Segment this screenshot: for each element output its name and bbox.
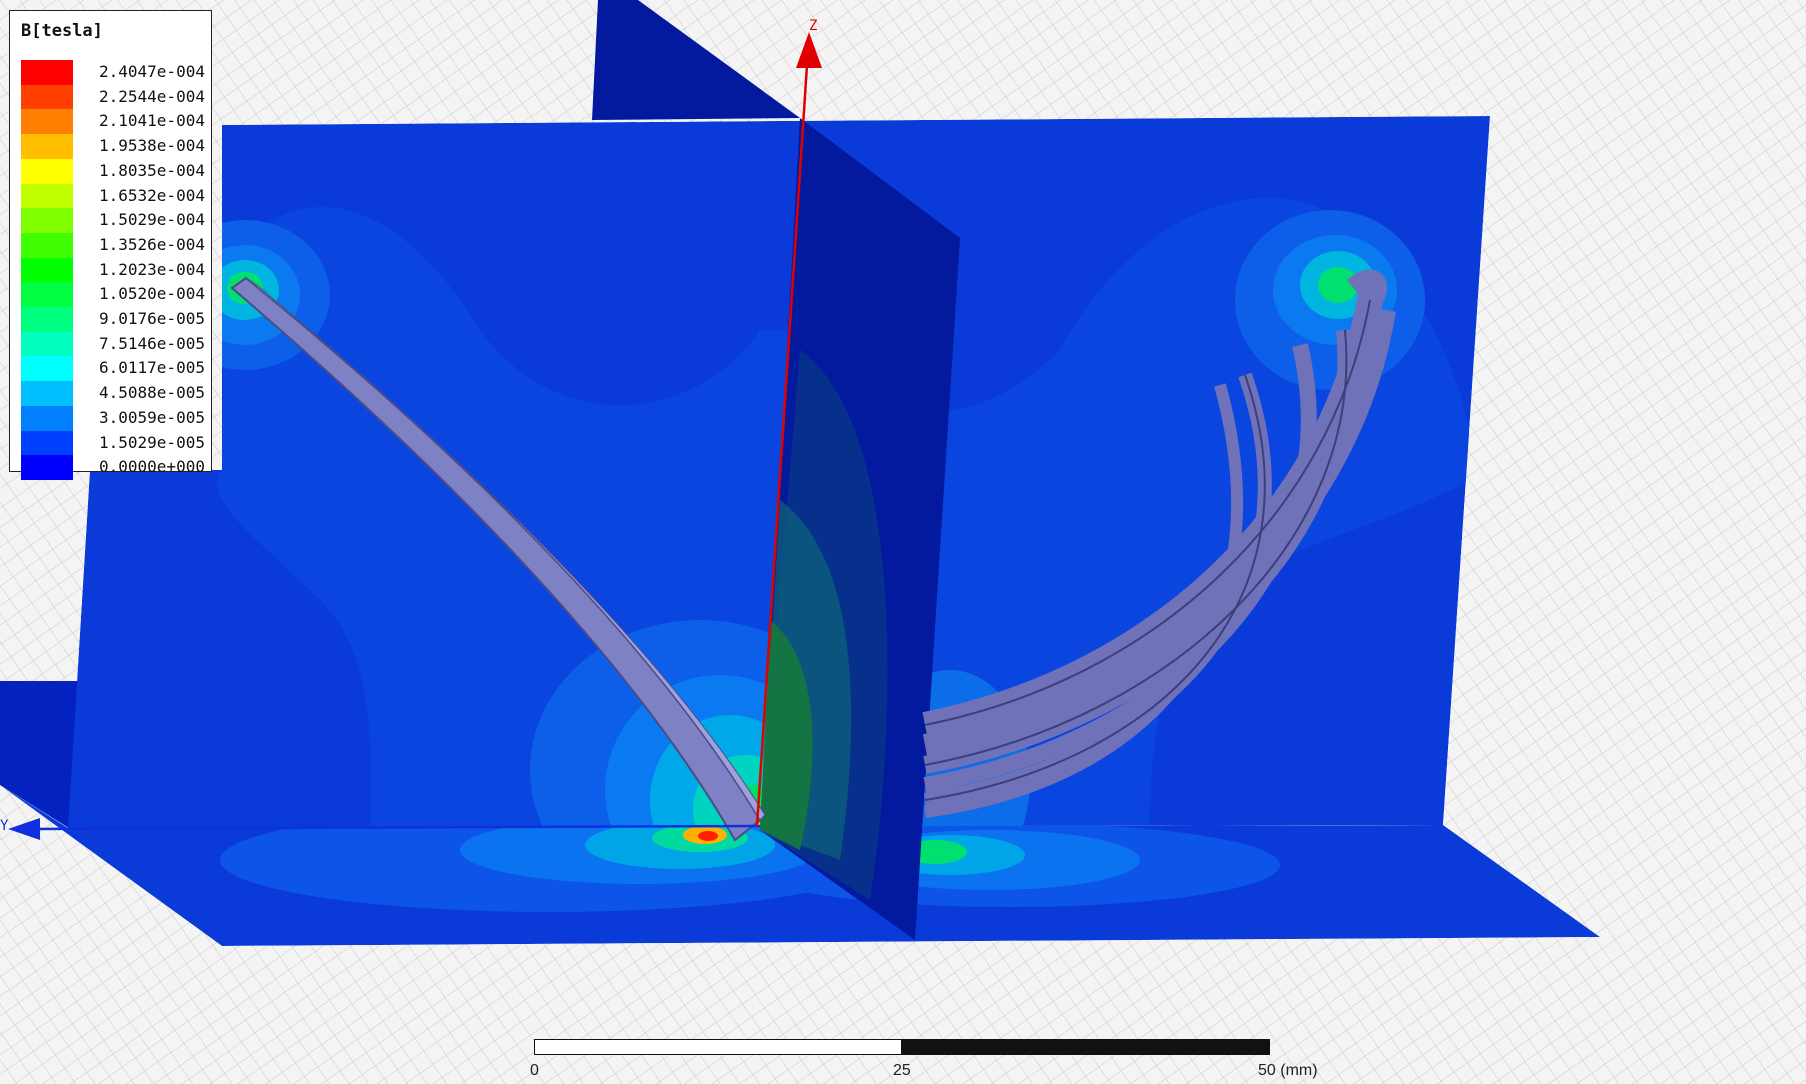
legend-value: 1.5029e-004 [99, 210, 205, 230]
legend-swatch [21, 158, 73, 184]
legend-entry: 1.2023e-004 [21, 257, 211, 283]
legend-entry: 7.5146e-005 [21, 331, 211, 357]
legend-title: B[tesla] [21, 21, 103, 41]
legend-value: 1.3526e-004 [99, 234, 205, 254]
legend-entry: 1.9538e-004 [21, 134, 211, 160]
scale-label-end: 50 (mm) [1258, 1062, 1318, 1079]
legend-value: 1.8035e-004 [99, 160, 205, 180]
field-legend[interactable]: B[tesla] 2.4047e-004 2.2544e-004 2.1041e-0… [9, 10, 212, 481]
z-axis-label: Z [809, 18, 817, 34]
legend-entry: 6.0117e-005 [21, 356, 211, 382]
legend-entry: 0.0000e+000 [21, 455, 211, 481]
legend-entry: 1.5029e-005 [21, 430, 211, 456]
legend-swatch [21, 208, 73, 234]
legend-value: 1.0520e-004 [99, 284, 205, 304]
z-axis-arrow [796, 32, 822, 68]
legend-swatch [21, 430, 73, 456]
legend-swatch [21, 381, 73, 407]
scale-bar-white-segment [534, 1039, 902, 1055]
legend-value: 1.2023e-004 [99, 259, 205, 279]
legend-entry: 4.5088e-005 [21, 381, 211, 407]
upper-plane [592, 0, 800, 120]
legend-swatch [21, 282, 73, 308]
legend-entry: 2.2544e-004 [21, 84, 211, 110]
legend-swatch [21, 60, 73, 85]
scale-label-mid: 25 [893, 1062, 911, 1079]
legend-value: 2.4047e-004 [99, 62, 205, 81]
scale-label-start: 0 [530, 1062, 539, 1079]
legend-entry: 3.0059e-005 [21, 405, 211, 431]
legend-entry: 1.3526e-004 [21, 232, 211, 258]
legend-swatch [21, 405, 73, 431]
y-axis-arrow [8, 818, 40, 840]
scale-bar [534, 1039, 1271, 1055]
y-axis-label: Y [0, 818, 9, 834]
legend-value: 7.5146e-005 [99, 333, 205, 353]
right-coil [922, 269, 1396, 818]
legend-value: 1.5029e-005 [99, 432, 205, 452]
legend-swatch [21, 84, 73, 110]
legend-value: 0.0000e+000 [99, 457, 205, 477]
legend-swatch [21, 356, 73, 382]
left-plane-edge [0, 681, 80, 830]
z-axis-line [755, 49, 810, 827]
legend-entry: 1.8035e-004 [21, 158, 211, 184]
left-coil [230, 276, 766, 842]
legend-value: 2.1041e-004 [99, 111, 205, 131]
legend-swatch [21, 183, 73, 209]
legend-value: 3.0059e-005 [99, 407, 205, 427]
legend-swatch [21, 257, 73, 283]
legend-value: 9.0176e-005 [99, 309, 205, 328]
legend-value: 4.5088e-005 [99, 383, 205, 403]
legend-swatch [21, 307, 73, 332]
legend-swatch [21, 331, 73, 357]
scale-bar-black-segment [902, 1039, 1270, 1055]
legend-entry: 2.1041e-004 [21, 109, 211, 135]
legend-value: 2.2544e-004 [99, 86, 205, 106]
legend-swatch [21, 232, 73, 258]
legend-swatch [21, 134, 73, 160]
legend-entry: 1.0520e-004 [21, 282, 211, 308]
legend-value: 1.6532e-004 [99, 185, 205, 205]
legend-entry: 9.0176e-005 [21, 307, 211, 332]
legend-entry: 2.4047e-004 [21, 60, 211, 85]
legend-swatch [21, 455, 73, 481]
legend-entry: 1.5029e-004 [21, 208, 211, 234]
legend-value: 6.0117e-005 [99, 358, 205, 378]
y-axis-line [27, 824, 761, 831]
legend-entry: 1.6532e-004 [21, 183, 211, 209]
legend-swatch [21, 109, 73, 135]
legend-value: 1.9538e-004 [99, 136, 205, 156]
